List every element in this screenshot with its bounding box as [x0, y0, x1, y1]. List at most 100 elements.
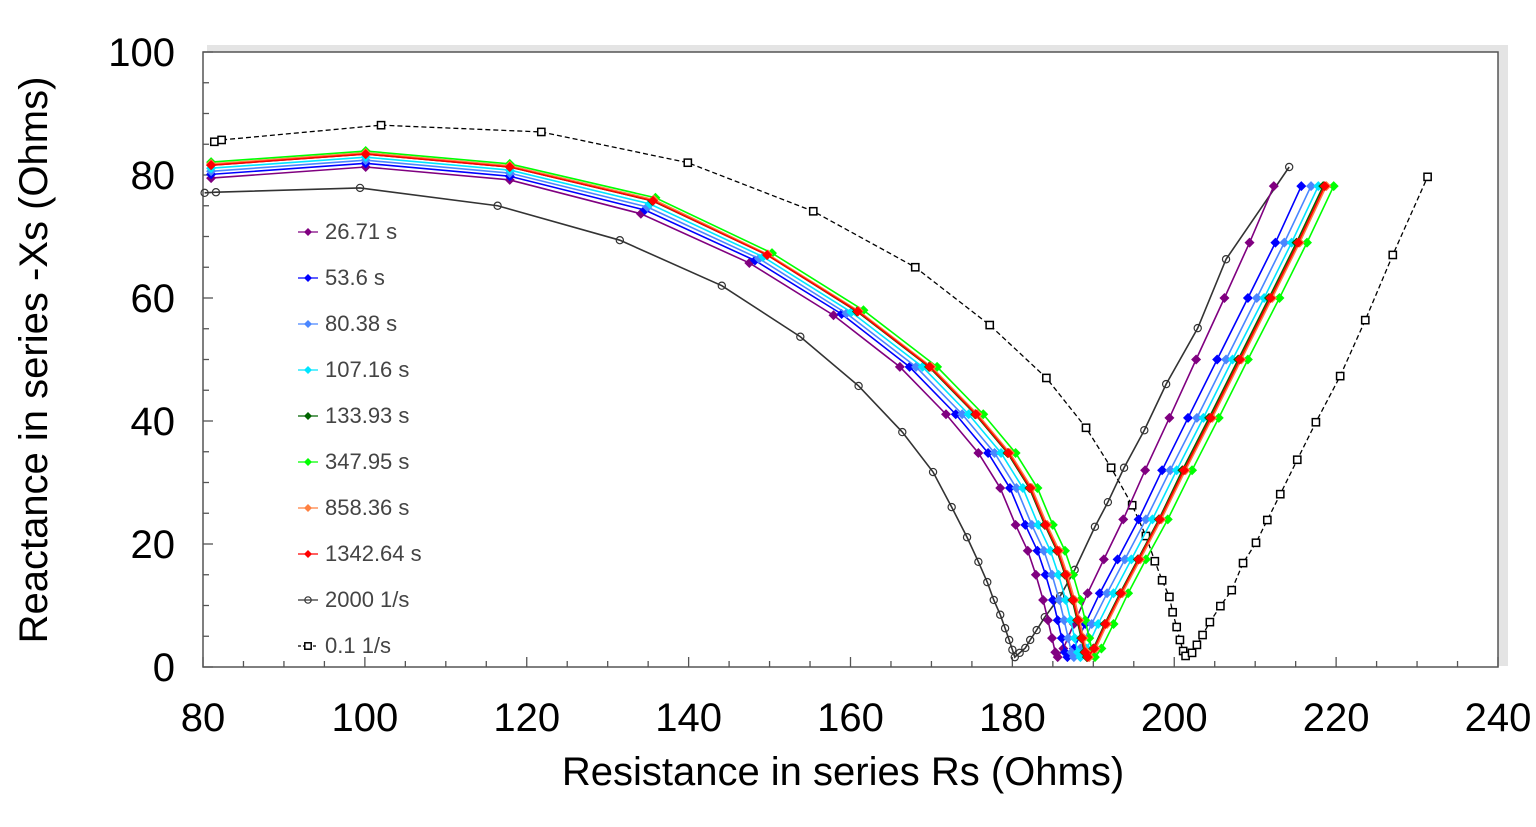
- data-point: [1112, 554, 1123, 565]
- data-point: [898, 427, 907, 437]
- data-point: [1060, 594, 1071, 605]
- data-point: [1242, 293, 1253, 303]
- data-point: [1082, 652, 1093, 663]
- data-point: [1221, 255, 1231, 264]
- data-point: [928, 467, 938, 477]
- data-point: [1192, 640, 1202, 650]
- data-point: [1154, 514, 1165, 525]
- data-point: [1089, 652, 1100, 663]
- series-53-6-s: [206, 158, 1307, 663]
- data-point: [1047, 519, 1058, 530]
- data-point: [1191, 412, 1202, 423]
- data-point: [1052, 545, 1063, 556]
- data-point: [749, 255, 760, 266]
- legend-item: 107.16 s: [298, 357, 409, 382]
- legend-item: 53.6 s: [298, 265, 385, 290]
- plot-area: [202, 51, 1499, 668]
- data-point: [1033, 519, 1044, 530]
- data-point: [1172, 622, 1182, 632]
- data-point: [1165, 465, 1176, 476]
- data-point: [504, 162, 515, 173]
- legend-label: 80.38 s: [325, 311, 397, 336]
- data-point: [1010, 652, 1020, 662]
- data-point: [1017, 483, 1028, 494]
- data-point: [941, 409, 952, 420]
- data-point: [1162, 514, 1173, 525]
- data-point: [376, 120, 386, 130]
- data-point: [995, 483, 1006, 494]
- data-point: [1059, 545, 1070, 556]
- legend-label: 133.93 s: [325, 403, 409, 428]
- data-point: [200, 188, 209, 198]
- data-point: [1227, 354, 1238, 365]
- data-point: [1004, 483, 1015, 494]
- data-point: [1127, 500, 1137, 510]
- data-point: [962, 533, 972, 542]
- data-point: [211, 188, 221, 197]
- series-0-1-1-s: [209, 120, 1432, 661]
- legend-label: 2000 1/s: [325, 587, 409, 612]
- data-point: [1076, 633, 1087, 644]
- data-point: [1216, 601, 1225, 611]
- legend-label: 858.36 s: [325, 495, 409, 520]
- data-point: [1251, 293, 1262, 303]
- data-point: [758, 251, 769, 262]
- data-point: [1227, 585, 1237, 595]
- data-point: [1164, 412, 1175, 423]
- data-point: [1010, 519, 1021, 530]
- y-tick-label: 100: [108, 31, 175, 75]
- data-point: [1100, 618, 1111, 629]
- data-point: [1198, 630, 1207, 640]
- data-point: [1020, 519, 1031, 530]
- data-point: [1032, 545, 1043, 556]
- data-point: [1423, 172, 1432, 182]
- data-point: [1115, 588, 1126, 599]
- data-point: [1279, 237, 1290, 248]
- data-point: [1068, 594, 1079, 605]
- data-point: [1251, 538, 1261, 548]
- legend-item: 347.95 s: [298, 449, 409, 474]
- data-point: [1102, 588, 1113, 599]
- y-tick-label: 40: [131, 400, 176, 444]
- data-point: [1021, 643, 1030, 653]
- data-point: [924, 361, 935, 372]
- legend-item: 1342.64 s: [298, 541, 422, 566]
- data-point: [996, 610, 1005, 619]
- series-26-71-s: [206, 162, 1279, 663]
- data-point: [1040, 519, 1051, 530]
- data-point: [1080, 615, 1091, 626]
- data-point: [717, 281, 727, 290]
- data-point: [1388, 250, 1398, 260]
- legend-item: 26.71 s: [298, 219, 397, 244]
- x-tick-label: 160: [817, 696, 884, 740]
- data-point: [1147, 514, 1158, 525]
- legend-item: 2000 1/s: [298, 587, 409, 612]
- data-point: [1069, 633, 1080, 644]
- data-point: [957, 409, 968, 420]
- data-point: [1010, 447, 1021, 458]
- data-point: [1052, 652, 1063, 663]
- data-point: [989, 595, 998, 605]
- data-point: [1187, 465, 1198, 476]
- data-point: [985, 320, 995, 330]
- data-point: [1032, 483, 1043, 494]
- legend-label: 53.6 s: [325, 265, 385, 290]
- data-point: [970, 409, 981, 420]
- x-tick-label: 180: [979, 696, 1046, 740]
- data-point: [1212, 354, 1223, 365]
- data-point: [1140, 554, 1151, 565]
- data-point: [1025, 635, 1035, 645]
- data-point: [1328, 181, 1339, 192]
- legend-marker: [304, 504, 312, 512]
- data-point: [1093, 618, 1104, 629]
- data-point: [828, 310, 839, 321]
- data-point: [1089, 643, 1100, 654]
- data-point: [1306, 181, 1317, 192]
- data-point: [1284, 162, 1294, 172]
- data-point: [963, 409, 974, 420]
- data-point: [648, 195, 659, 206]
- data-point: [1108, 618, 1119, 629]
- data-point: [1047, 569, 1058, 580]
- data-point: [683, 158, 693, 168]
